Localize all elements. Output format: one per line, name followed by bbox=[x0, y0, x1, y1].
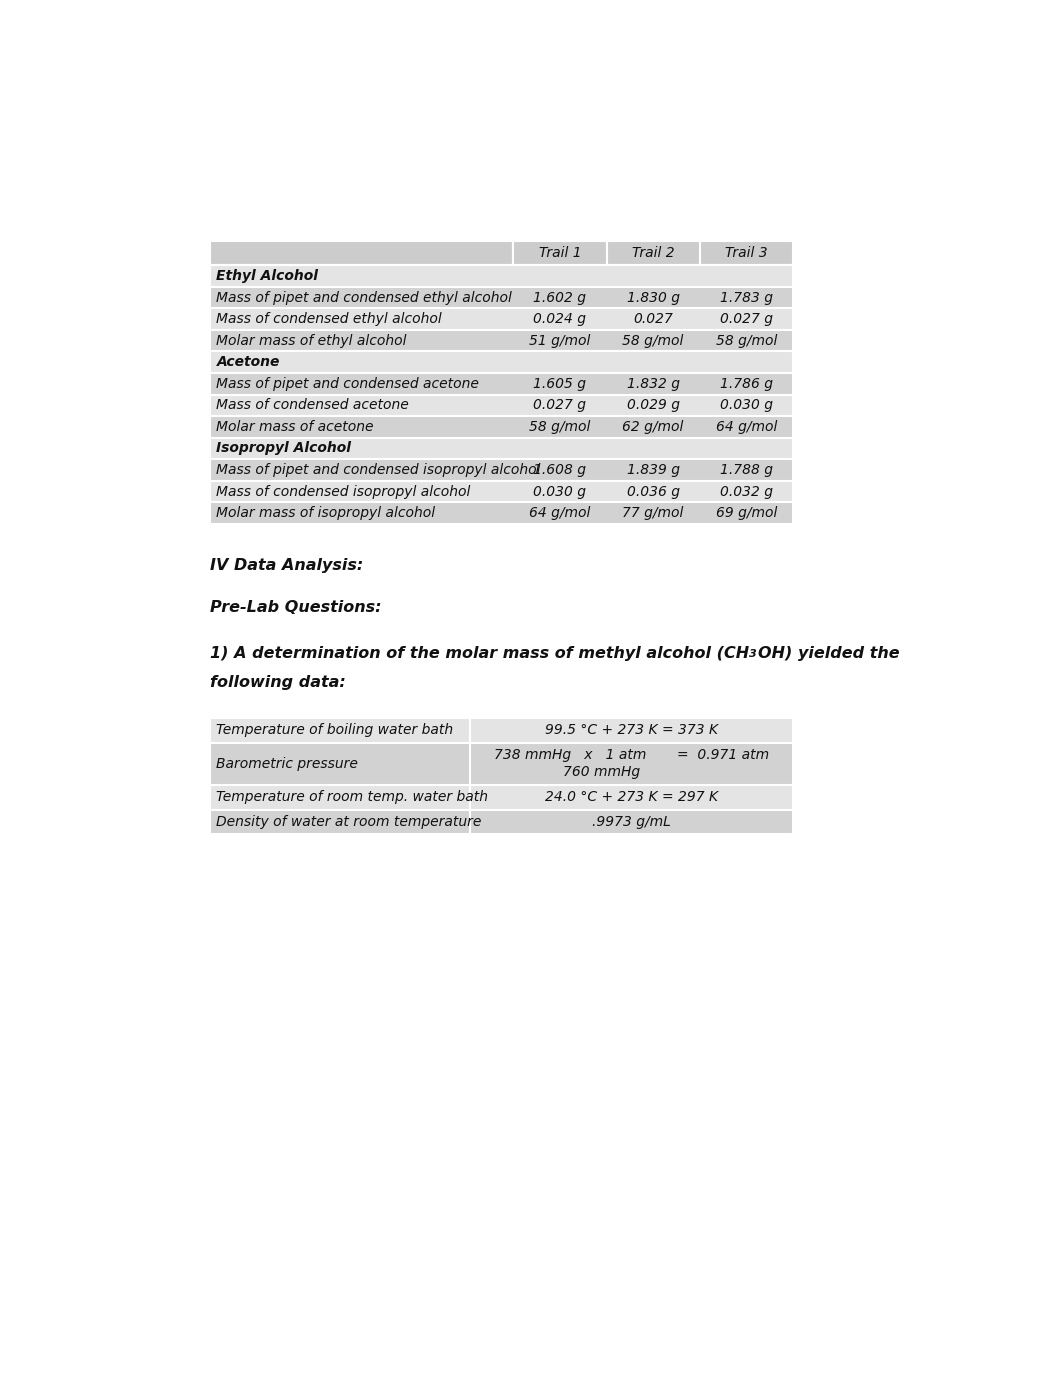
Text: Mass of condensed ethyl alcohol: Mass of condensed ethyl alcohol bbox=[217, 312, 442, 326]
Text: Density of water at room temperature: Density of water at room temperature bbox=[217, 815, 482, 828]
Text: IV Data Analysis:: IV Data Analysis: bbox=[210, 557, 363, 572]
Text: Temperature of boiling water bath: Temperature of boiling water bath bbox=[217, 724, 453, 738]
Text: Mass of pipet and condensed isopropyl alcohol: Mass of pipet and condensed isopropyl al… bbox=[217, 464, 541, 477]
Bar bbox=[210, 241, 513, 266]
Text: 0.030 g: 0.030 g bbox=[533, 484, 586, 498]
Bar bbox=[210, 330, 793, 351]
Text: 0.036 g: 0.036 g bbox=[627, 484, 680, 498]
Text: 1.786 g: 1.786 g bbox=[720, 377, 773, 391]
Bar bbox=[210, 416, 793, 438]
Text: Isopropyl Alcohol: Isopropyl Alcohol bbox=[217, 442, 352, 455]
Bar bbox=[606, 241, 700, 266]
Bar bbox=[210, 266, 793, 286]
Text: Trail 2: Trail 2 bbox=[632, 246, 674, 260]
Text: Acetone: Acetone bbox=[217, 355, 279, 369]
Text: Pre-Lab Questions:: Pre-Lab Questions: bbox=[210, 600, 381, 615]
Bar bbox=[210, 308, 793, 330]
Bar bbox=[210, 784, 469, 809]
Bar bbox=[210, 395, 793, 416]
Text: Temperature of room temp. water bath: Temperature of room temp. water bath bbox=[217, 790, 489, 805]
Text: 64 g/mol: 64 g/mol bbox=[716, 420, 777, 433]
Text: 99.5 °C + 273 K = 373 K: 99.5 °C + 273 K = 373 K bbox=[545, 724, 718, 738]
Text: Molar mass of isopropyl alcohol: Molar mass of isopropyl alcohol bbox=[217, 506, 435, 520]
Text: 24.0 °C + 273 K = 297 K: 24.0 °C + 273 K = 297 K bbox=[545, 790, 718, 805]
Text: 0.030 g: 0.030 g bbox=[720, 399, 773, 413]
Text: 1.783 g: 1.783 g bbox=[720, 290, 773, 304]
Bar bbox=[210, 286, 793, 308]
Text: 62 g/mol: 62 g/mol bbox=[622, 420, 684, 433]
Bar bbox=[700, 241, 793, 266]
Text: Trail 1: Trail 1 bbox=[538, 246, 581, 260]
Bar bbox=[469, 743, 793, 784]
Text: 0.024 g: 0.024 g bbox=[533, 312, 586, 326]
Text: 0.027: 0.027 bbox=[633, 312, 673, 326]
Text: 1.839 g: 1.839 g bbox=[627, 464, 680, 477]
Text: Mass of condensed acetone: Mass of condensed acetone bbox=[217, 399, 409, 413]
Text: Barometric pressure: Barometric pressure bbox=[217, 757, 358, 771]
Text: 0.032 g: 0.032 g bbox=[720, 484, 773, 498]
Bar bbox=[513, 241, 606, 266]
Text: 64 g/mol: 64 g/mol bbox=[529, 506, 590, 520]
Text: 58 g/mol: 58 g/mol bbox=[529, 420, 590, 433]
Text: 69 g/mol: 69 g/mol bbox=[716, 506, 777, 520]
Text: 738 mmHg   x   1 atm       =  0.971 atm: 738 mmHg x 1 atm = 0.971 atm bbox=[494, 749, 769, 762]
Text: 1.830 g: 1.830 g bbox=[627, 290, 680, 304]
Bar bbox=[469, 784, 793, 809]
Text: Mass of pipet and condensed acetone: Mass of pipet and condensed acetone bbox=[217, 377, 479, 391]
Text: 0.027 g: 0.027 g bbox=[720, 312, 773, 326]
Text: Mass of condensed isopropyl alcohol: Mass of condensed isopropyl alcohol bbox=[217, 484, 470, 498]
Text: Molar mass of ethyl alcohol: Molar mass of ethyl alcohol bbox=[217, 333, 407, 348]
Bar bbox=[210, 502, 793, 524]
Text: .9973 g/mL: .9973 g/mL bbox=[592, 815, 671, 828]
Text: Trail 3: Trail 3 bbox=[725, 246, 768, 260]
Bar bbox=[210, 438, 793, 460]
Text: 51 g/mol: 51 g/mol bbox=[529, 333, 590, 348]
Text: 3: 3 bbox=[750, 649, 757, 659]
Text: Mass of pipet and condensed ethyl alcohol: Mass of pipet and condensed ethyl alcoho… bbox=[217, 290, 512, 304]
Text: 0.029 g: 0.029 g bbox=[627, 399, 680, 413]
Text: 1.608 g: 1.608 g bbox=[533, 464, 586, 477]
Bar bbox=[210, 718, 469, 743]
Bar bbox=[469, 809, 793, 834]
Bar bbox=[469, 718, 793, 743]
Bar bbox=[210, 373, 793, 395]
Text: 77 g/mol: 77 g/mol bbox=[622, 506, 684, 520]
Text: 58 g/mol: 58 g/mol bbox=[716, 333, 777, 348]
Text: 1.788 g: 1.788 g bbox=[720, 464, 773, 477]
Bar bbox=[210, 809, 469, 834]
Text: 1) A determination of the molar mass of methyl alcohol (CH: 1) A determination of the molar mass of … bbox=[210, 647, 750, 662]
Bar bbox=[210, 351, 793, 373]
Text: OH) yielded the: OH) yielded the bbox=[758, 647, 900, 662]
Text: 58 g/mol: 58 g/mol bbox=[622, 333, 684, 348]
Text: 0.027 g: 0.027 g bbox=[533, 399, 586, 413]
Text: 1.605 g: 1.605 g bbox=[533, 377, 586, 391]
Bar bbox=[210, 460, 793, 480]
Bar bbox=[210, 743, 469, 784]
Text: following data:: following data: bbox=[210, 674, 346, 689]
Text: Ethyl Alcohol: Ethyl Alcohol bbox=[217, 268, 319, 283]
Text: Molar mass of acetone: Molar mass of acetone bbox=[217, 420, 374, 433]
Text: 760 mmHg: 760 mmHg bbox=[564, 765, 640, 779]
Text: 1.832 g: 1.832 g bbox=[627, 377, 680, 391]
Bar bbox=[210, 480, 793, 502]
Text: 1.602 g: 1.602 g bbox=[533, 290, 586, 304]
